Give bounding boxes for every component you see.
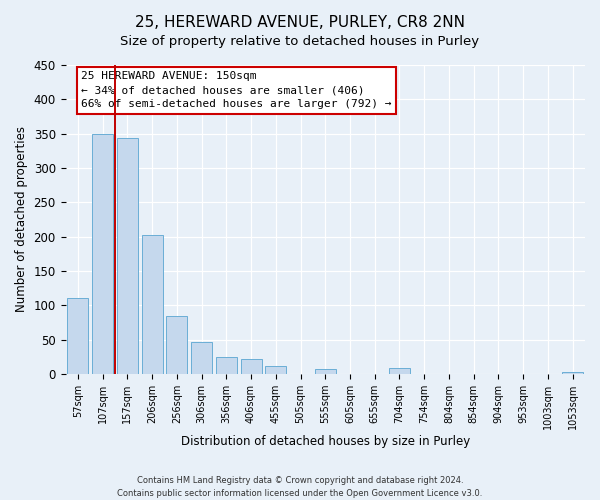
Bar xyxy=(216,356,237,374)
Text: 25 HEREWARD AVENUE: 150sqm
← 34% of detached houses are smaller (406)
66% of sem: 25 HEREWARD AVENUE: 150sqm ← 34% of deta… xyxy=(81,71,392,109)
Text: Size of property relative to detached houses in Purley: Size of property relative to detached ho… xyxy=(121,35,479,48)
X-axis label: Distribution of detached houses by size in Purley: Distribution of detached houses by size … xyxy=(181,434,470,448)
Bar xyxy=(241,358,262,374)
Y-axis label: Number of detached properties: Number of detached properties xyxy=(15,126,28,312)
Bar xyxy=(117,138,138,374)
Bar xyxy=(562,372,583,374)
Bar xyxy=(166,316,187,374)
Bar xyxy=(191,342,212,374)
Bar xyxy=(265,366,286,374)
Text: 25, HEREWARD AVENUE, PURLEY, CR8 2NN: 25, HEREWARD AVENUE, PURLEY, CR8 2NN xyxy=(135,15,465,30)
Text: Contains HM Land Registry data © Crown copyright and database right 2024.
Contai: Contains HM Land Registry data © Crown c… xyxy=(118,476,482,498)
Bar xyxy=(142,234,163,374)
Bar xyxy=(315,369,336,374)
Bar xyxy=(67,298,88,374)
Bar xyxy=(389,368,410,374)
Bar xyxy=(92,134,113,374)
